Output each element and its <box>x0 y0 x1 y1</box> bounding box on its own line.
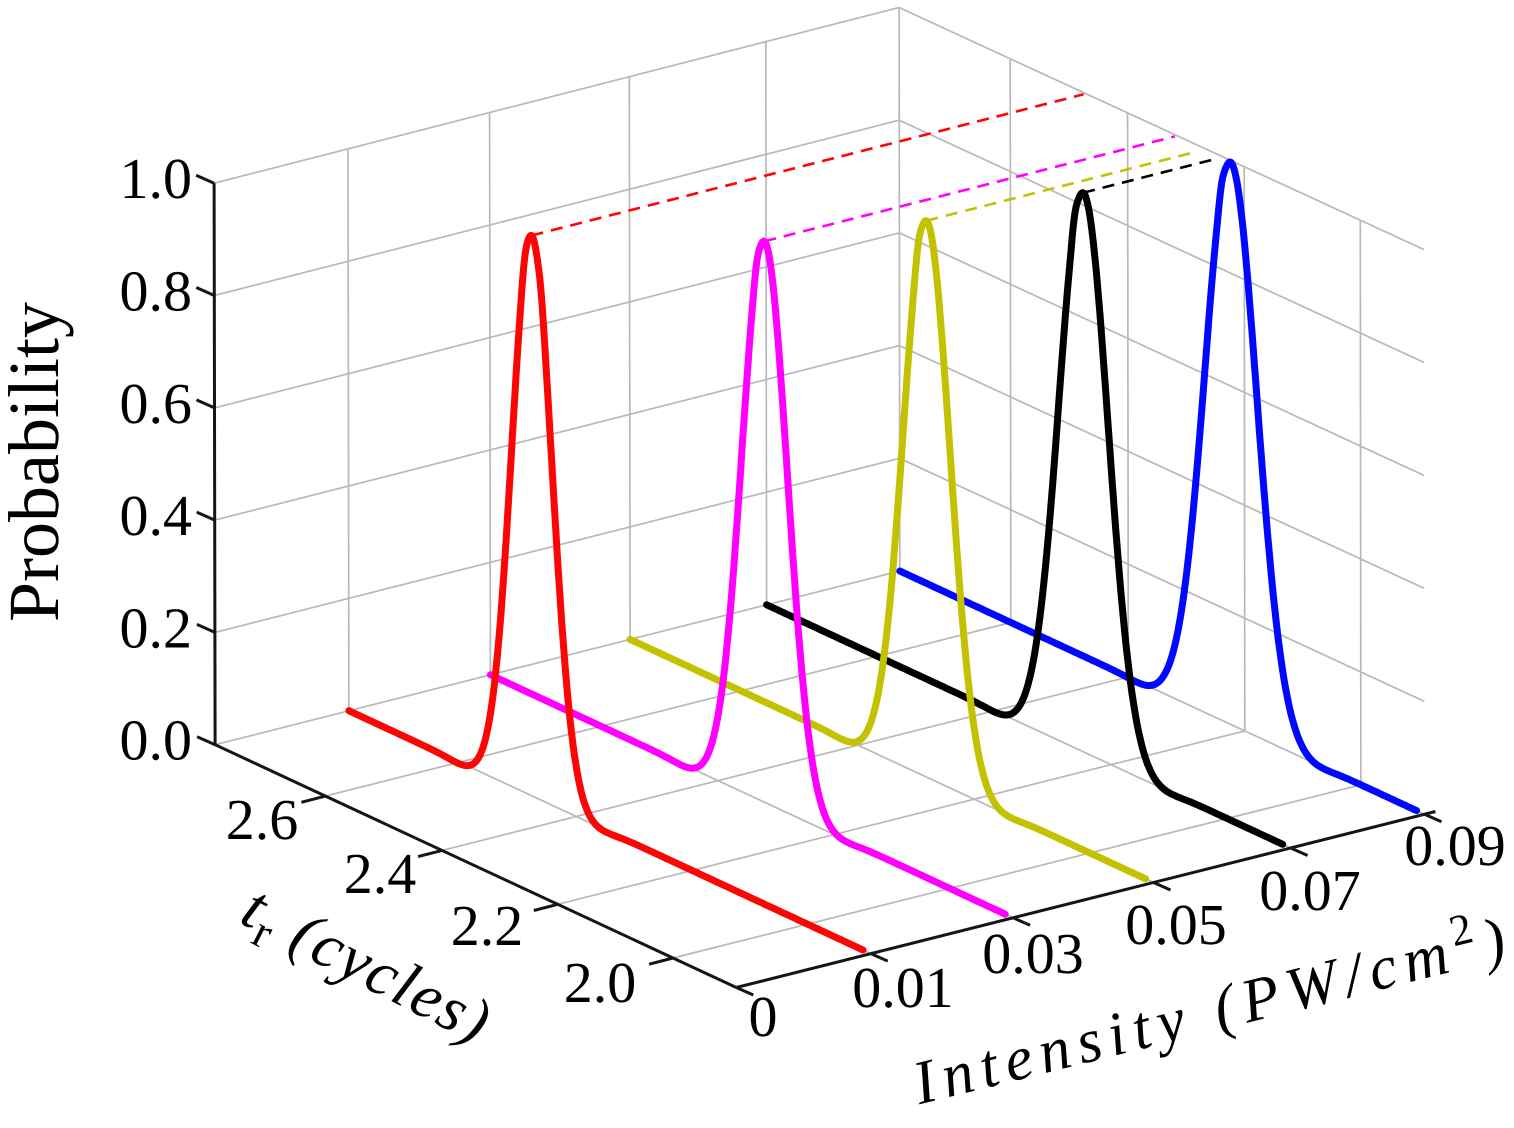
svg-text:0.0: 0.0 <box>120 708 193 773</box>
svg-text:2.0: 2.0 <box>564 950 637 1015</box>
svg-text:2.6: 2.6 <box>226 787 299 852</box>
svg-text:0.03: 0.03 <box>982 921 1084 986</box>
svg-text:0: 0 <box>749 984 778 1049</box>
svg-text:Probability: Probability <box>0 302 74 622</box>
svg-text:0.6: 0.6 <box>120 371 193 436</box>
svg-text:0.05: 0.05 <box>1125 892 1227 957</box>
svg-text:0.8: 0.8 <box>120 259 193 324</box>
svg-text:0.07: 0.07 <box>1259 858 1361 923</box>
svg-text:1.0: 1.0 <box>120 146 193 211</box>
svg-text:2.2: 2.2 <box>451 893 524 958</box>
svg-text:0.2: 0.2 <box>120 595 193 660</box>
svg-text:0.01: 0.01 <box>852 955 954 1020</box>
svg-text:0.09: 0.09 <box>1404 813 1506 878</box>
svg-text:0.4: 0.4 <box>120 483 193 548</box>
svg-text:2.4: 2.4 <box>344 841 417 906</box>
